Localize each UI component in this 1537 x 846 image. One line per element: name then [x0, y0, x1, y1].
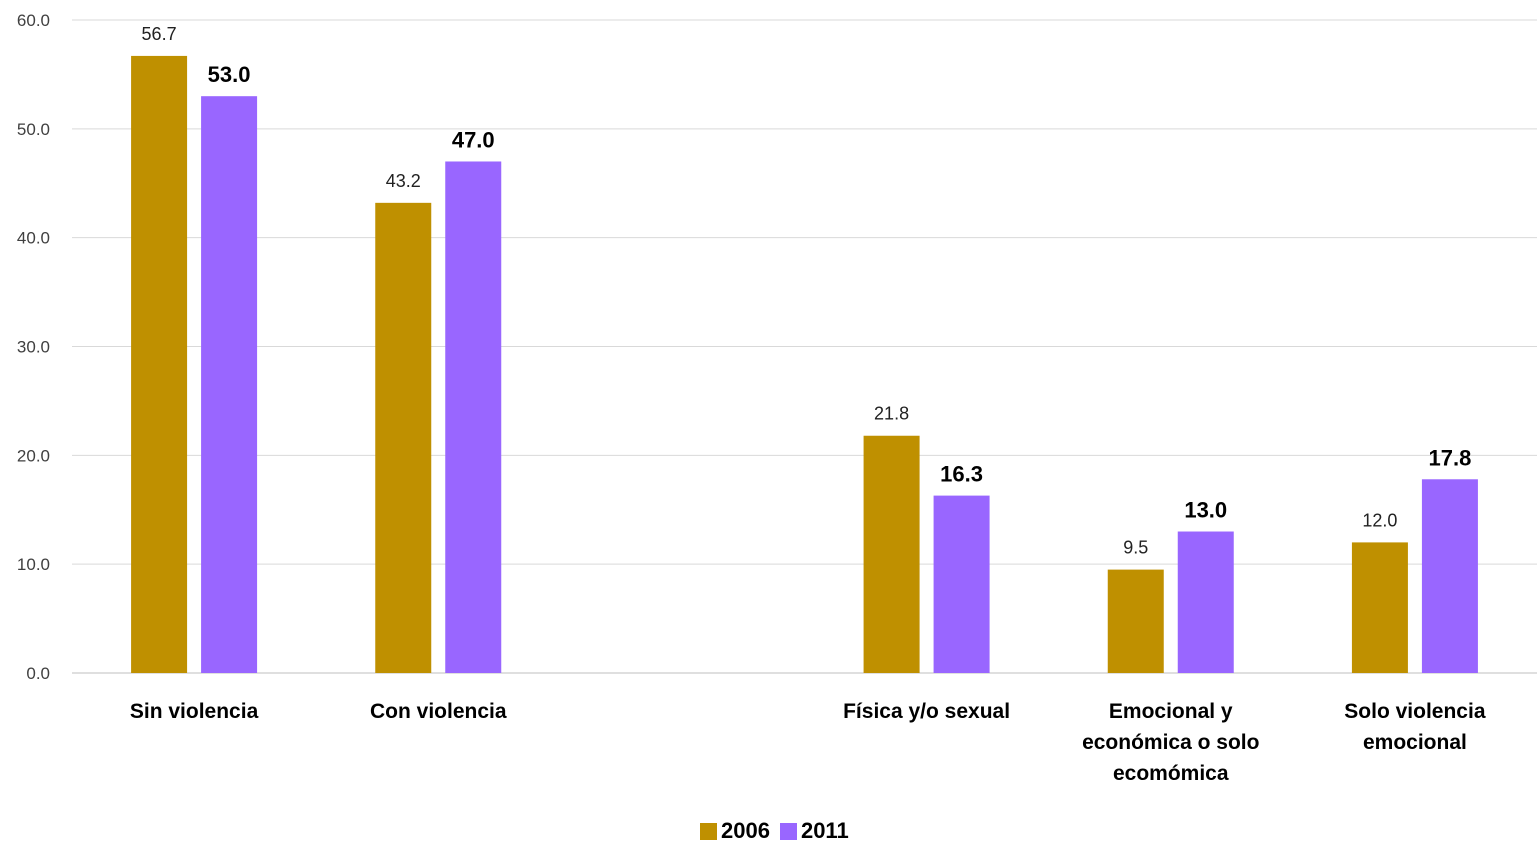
gridlines: [72, 19, 1537, 674]
legend-item-2011: 2011: [779, 818, 849, 844]
legend: 2006 2011: [700, 818, 849, 844]
bar-2006: [375, 202, 432, 673]
data-label-2011: 17.8: [1429, 445, 1472, 470]
data-label-2006: 56.7: [142, 24, 177, 44]
y-tick-label: 40.0: [17, 229, 50, 248]
bar-2011: [1177, 531, 1234, 673]
category-label: Solo violencia emocional: [1344, 700, 1486, 754]
category-label: Sin violencia: [130, 700, 259, 723]
bar-2006: [1107, 569, 1164, 673]
data-label-2006: 9.5: [1123, 538, 1148, 558]
y-axis-ticks: 0.0 10.0 20.0 30.0 40.0 50.0 60.0: [17, 11, 50, 683]
category-label: Emocional y económica o solo ecomómica: [1082, 700, 1259, 785]
data-label-2011: 53.0: [208, 62, 251, 87]
data-label-2006: 12.0: [1362, 510, 1397, 530]
bar-2011: [1421, 479, 1478, 673]
data-labels: 56.7 53.0 43.2 47.0 21.8 16.3 9.5 13.0 12.0 17.8: [142, 24, 1472, 558]
y-tick-label: 30.0: [17, 338, 50, 357]
y-tick-label: 10.0: [17, 555, 50, 574]
data-label-2006: 21.8: [874, 404, 909, 424]
bar-2011: [933, 495, 990, 673]
bars: [131, 55, 1478, 674]
x-axis-category-labels: Sin violencia Con violencia Física y/o sex…: [130, 700, 1486, 785]
bar-2006: [863, 435, 920, 673]
legend-swatch-2006: [700, 822, 717, 840]
y-tick-label: 20.0: [17, 446, 50, 465]
y-tick-label: 60.0: [17, 11, 50, 30]
legend-swatch-2011: [779, 822, 797, 840]
data-label-2011: 16.3: [940, 462, 983, 487]
bar-2006: [1351, 542, 1408, 673]
data-label-2011: 47.0: [452, 127, 495, 152]
y-tick-label: 0.0: [26, 664, 50, 683]
bar-2011: [445, 161, 502, 673]
legend-label-2011: 2011: [800, 818, 849, 843]
category-label: Con violencia: [370, 700, 507, 723]
data-label-2006: 43.2: [386, 171, 421, 191]
data-label-2011: 13.0: [1184, 498, 1227, 523]
bar-2006: [131, 55, 188, 674]
category-label: Física y/o sexual: [843, 700, 1010, 723]
bar-2011: [201, 96, 258, 673]
legend-label-2006: 2006: [721, 818, 770, 843]
legend-item-2006: 2006: [700, 818, 770, 844]
y-tick-label: 50.0: [17, 120, 50, 139]
